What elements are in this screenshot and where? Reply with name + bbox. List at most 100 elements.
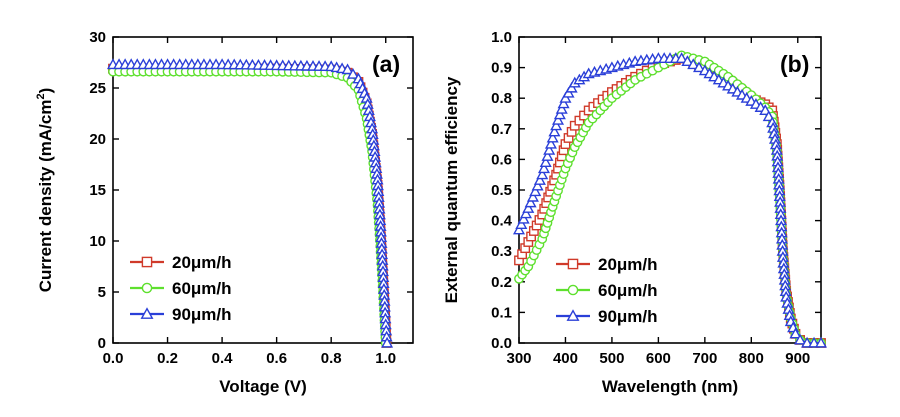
- eqe-data-point: [515, 218, 528, 229]
- eqe-data-point: [541, 150, 554, 161]
- eqe-data-point: [552, 113, 565, 125]
- eqe-legend-marker: [566, 309, 580, 321]
- eqe-series-layer: [512, 50, 828, 348]
- eqe-y-tick-label: 0.1: [491, 304, 512, 321]
- eqe-y-tick-label: 0.2: [491, 274, 512, 291]
- eqe-data-point: [536, 168, 549, 180]
- jv-legend-entry: 20μm/h: [130, 253, 232, 272]
- jv-data-point: [341, 63, 354, 75]
- jv-x-tick-label: 0.4: [212, 350, 234, 367]
- eqe-series-triangle: [512, 52, 828, 348]
- eqe-data-point: [559, 91, 572, 103]
- jv-legend: 20μm/h 60μm/h 90μm/h: [130, 253, 232, 324]
- jv-legend-label: 90μm/h: [172, 305, 232, 324]
- eqe-y-tick-label: 0.3: [491, 243, 512, 260]
- jv-y-tick-label: 15: [89, 182, 106, 199]
- jv-y-ticks: 0 5 10 15 20 25 30: [89, 29, 413, 352]
- jv-data-point: [381, 336, 394, 348]
- eqe-y-tick-label: 0.7: [491, 121, 512, 138]
- eqe-data-point: [808, 336, 821, 348]
- eqe-data-point: [517, 212, 530, 224]
- eqe-data-point: [548, 125, 561, 137]
- eqe-data-point: [546, 131, 559, 143]
- jv-y-tick-label: 25: [89, 80, 106, 97]
- eqe-legend-label: 20μm/h: [598, 255, 658, 274]
- eqe-data-point: [693, 61, 706, 73]
- eqe-data-point: [794, 333, 807, 345]
- eqe-data-point: [789, 327, 802, 339]
- jv-legend-marker: [141, 256, 153, 268]
- jv-series-line: [113, 67, 388, 344]
- eqe-data-point: [553, 108, 566, 120]
- eqe-data-point: [512, 223, 526, 235]
- eqe-legend-marker: [567, 284, 579, 296]
- eqe-data-point: [687, 58, 700, 70]
- eqe-x-tick-label: 400: [553, 350, 578, 367]
- eqe-data-point: [675, 52, 688, 63]
- eqe-data-point: [814, 336, 828, 348]
- jv-y-axis-title-sup: 2: [35, 93, 47, 99]
- eqe-y-tick-label: 0.6: [491, 151, 512, 168]
- jv-x-tick-label: 0.0: [103, 350, 124, 367]
- eqe-data-point: [759, 104, 772, 116]
- eqe-legend-label: 90μm/h: [598, 307, 658, 326]
- jv-series-line: [113, 70, 387, 344]
- jv-series-triangle: [106, 58, 394, 348]
- eqe-data-point: [562, 86, 575, 98]
- eqe-x-tick-label: 300: [506, 350, 531, 367]
- jv-series-circle: [108, 66, 391, 348]
- eqe-x-tick-label: 900: [785, 350, 810, 367]
- eqe-x-tick-label: 800: [739, 350, 764, 367]
- eqe-legend-label: 60μm/h: [598, 281, 658, 300]
- eqe-data-point: [526, 190, 539, 202]
- eqe-data-point: [537, 162, 550, 174]
- eqe-legend: 20μm/h 60μm/h 90μm/h: [556, 255, 658, 326]
- jv-panel-label: (a): [372, 51, 400, 77]
- eqe-y-ticks: 0.0 0.1 0.2 0.3 0.4 0.5 0.6 0.7 0.8 0.9 1.0: [491, 29, 821, 352]
- eqe-y-tick-label: 0.9: [491, 60, 512, 77]
- jv-chart-panel: 0.0 0.2 0.4 0.6 0.8 1.0 0 5 10 15 20 25 30 (a) Volt…: [35, 29, 414, 396]
- jv-plot-frame: [112, 36, 414, 344]
- jv-x-tick-label: 0.2: [157, 350, 178, 367]
- jv-y-tick-label: 5: [98, 284, 106, 301]
- eqe-y-tick-label: 1.0: [491, 29, 512, 46]
- jv-series-line: [113, 63, 388, 344]
- eqe-legend-entry: 60μm/h: [556, 281, 658, 300]
- jv-x-tick-label: 0.8: [321, 350, 342, 367]
- eqe-data-point: [762, 110, 775, 122]
- eqe-data-point: [801, 336, 814, 348]
- eqe-legend-entry: 90μm/h: [556, 307, 658, 326]
- eqe-data-point: [522, 202, 535, 213]
- eqe-data-point: [557, 97, 570, 109]
- eqe-data-point: [550, 119, 563, 131]
- eqe-x-tick-label: 600: [646, 350, 671, 367]
- jv-y-axis-title-end: ): [36, 88, 55, 94]
- jv-legend-label: 60μm/h: [172, 279, 232, 298]
- jv-legend-marker: [140, 307, 154, 319]
- jv-series-square: [108, 63, 392, 348]
- jv-y-tick-label: 10: [89, 233, 106, 250]
- eqe-y-tick-label: 0.4: [491, 213, 513, 230]
- eqe-x-axis-title: Wavelength (nm): [602, 377, 738, 396]
- eqe-data-point: [544, 137, 557, 149]
- eqe-data-point: [529, 185, 542, 197]
- eqe-legend-marker: [567, 258, 579, 270]
- eqe-data-point: [519, 207, 532, 219]
- jv-y-tick-label: 30: [89, 29, 106, 46]
- eqe-data-point: [531, 179, 544, 191]
- jv-y-axis-title: Current density (mA/cm2): [35, 88, 55, 293]
- jv-x-tick-label: 0.6: [266, 350, 287, 367]
- eqe-y-tick-label: 0.0: [491, 335, 512, 352]
- jv-legend-entry: 60μm/h: [130, 279, 232, 298]
- eqe-chart-panel: 300 400 500 600 700 800 900 0.0 0.1 0.2 0.3 0.4 0.5…: [442, 29, 828, 396]
- eqe-x-ticks: 300 400 500 600 700 800 900: [506, 37, 810, 367]
- jv-x-axis-title: Voltage (V): [219, 377, 307, 396]
- eqe-data-point: [524, 196, 537, 208]
- eqe-y-axis-title: External quantum efficiency: [442, 76, 461, 303]
- eqe-data-point: [539, 156, 552, 168]
- jv-x-tick-label: 1.0: [375, 350, 396, 367]
- eqe-x-tick-label: 700: [692, 350, 717, 367]
- eqe-data-point: [681, 55, 694, 67]
- jv-legend-marker: [141, 282, 153, 294]
